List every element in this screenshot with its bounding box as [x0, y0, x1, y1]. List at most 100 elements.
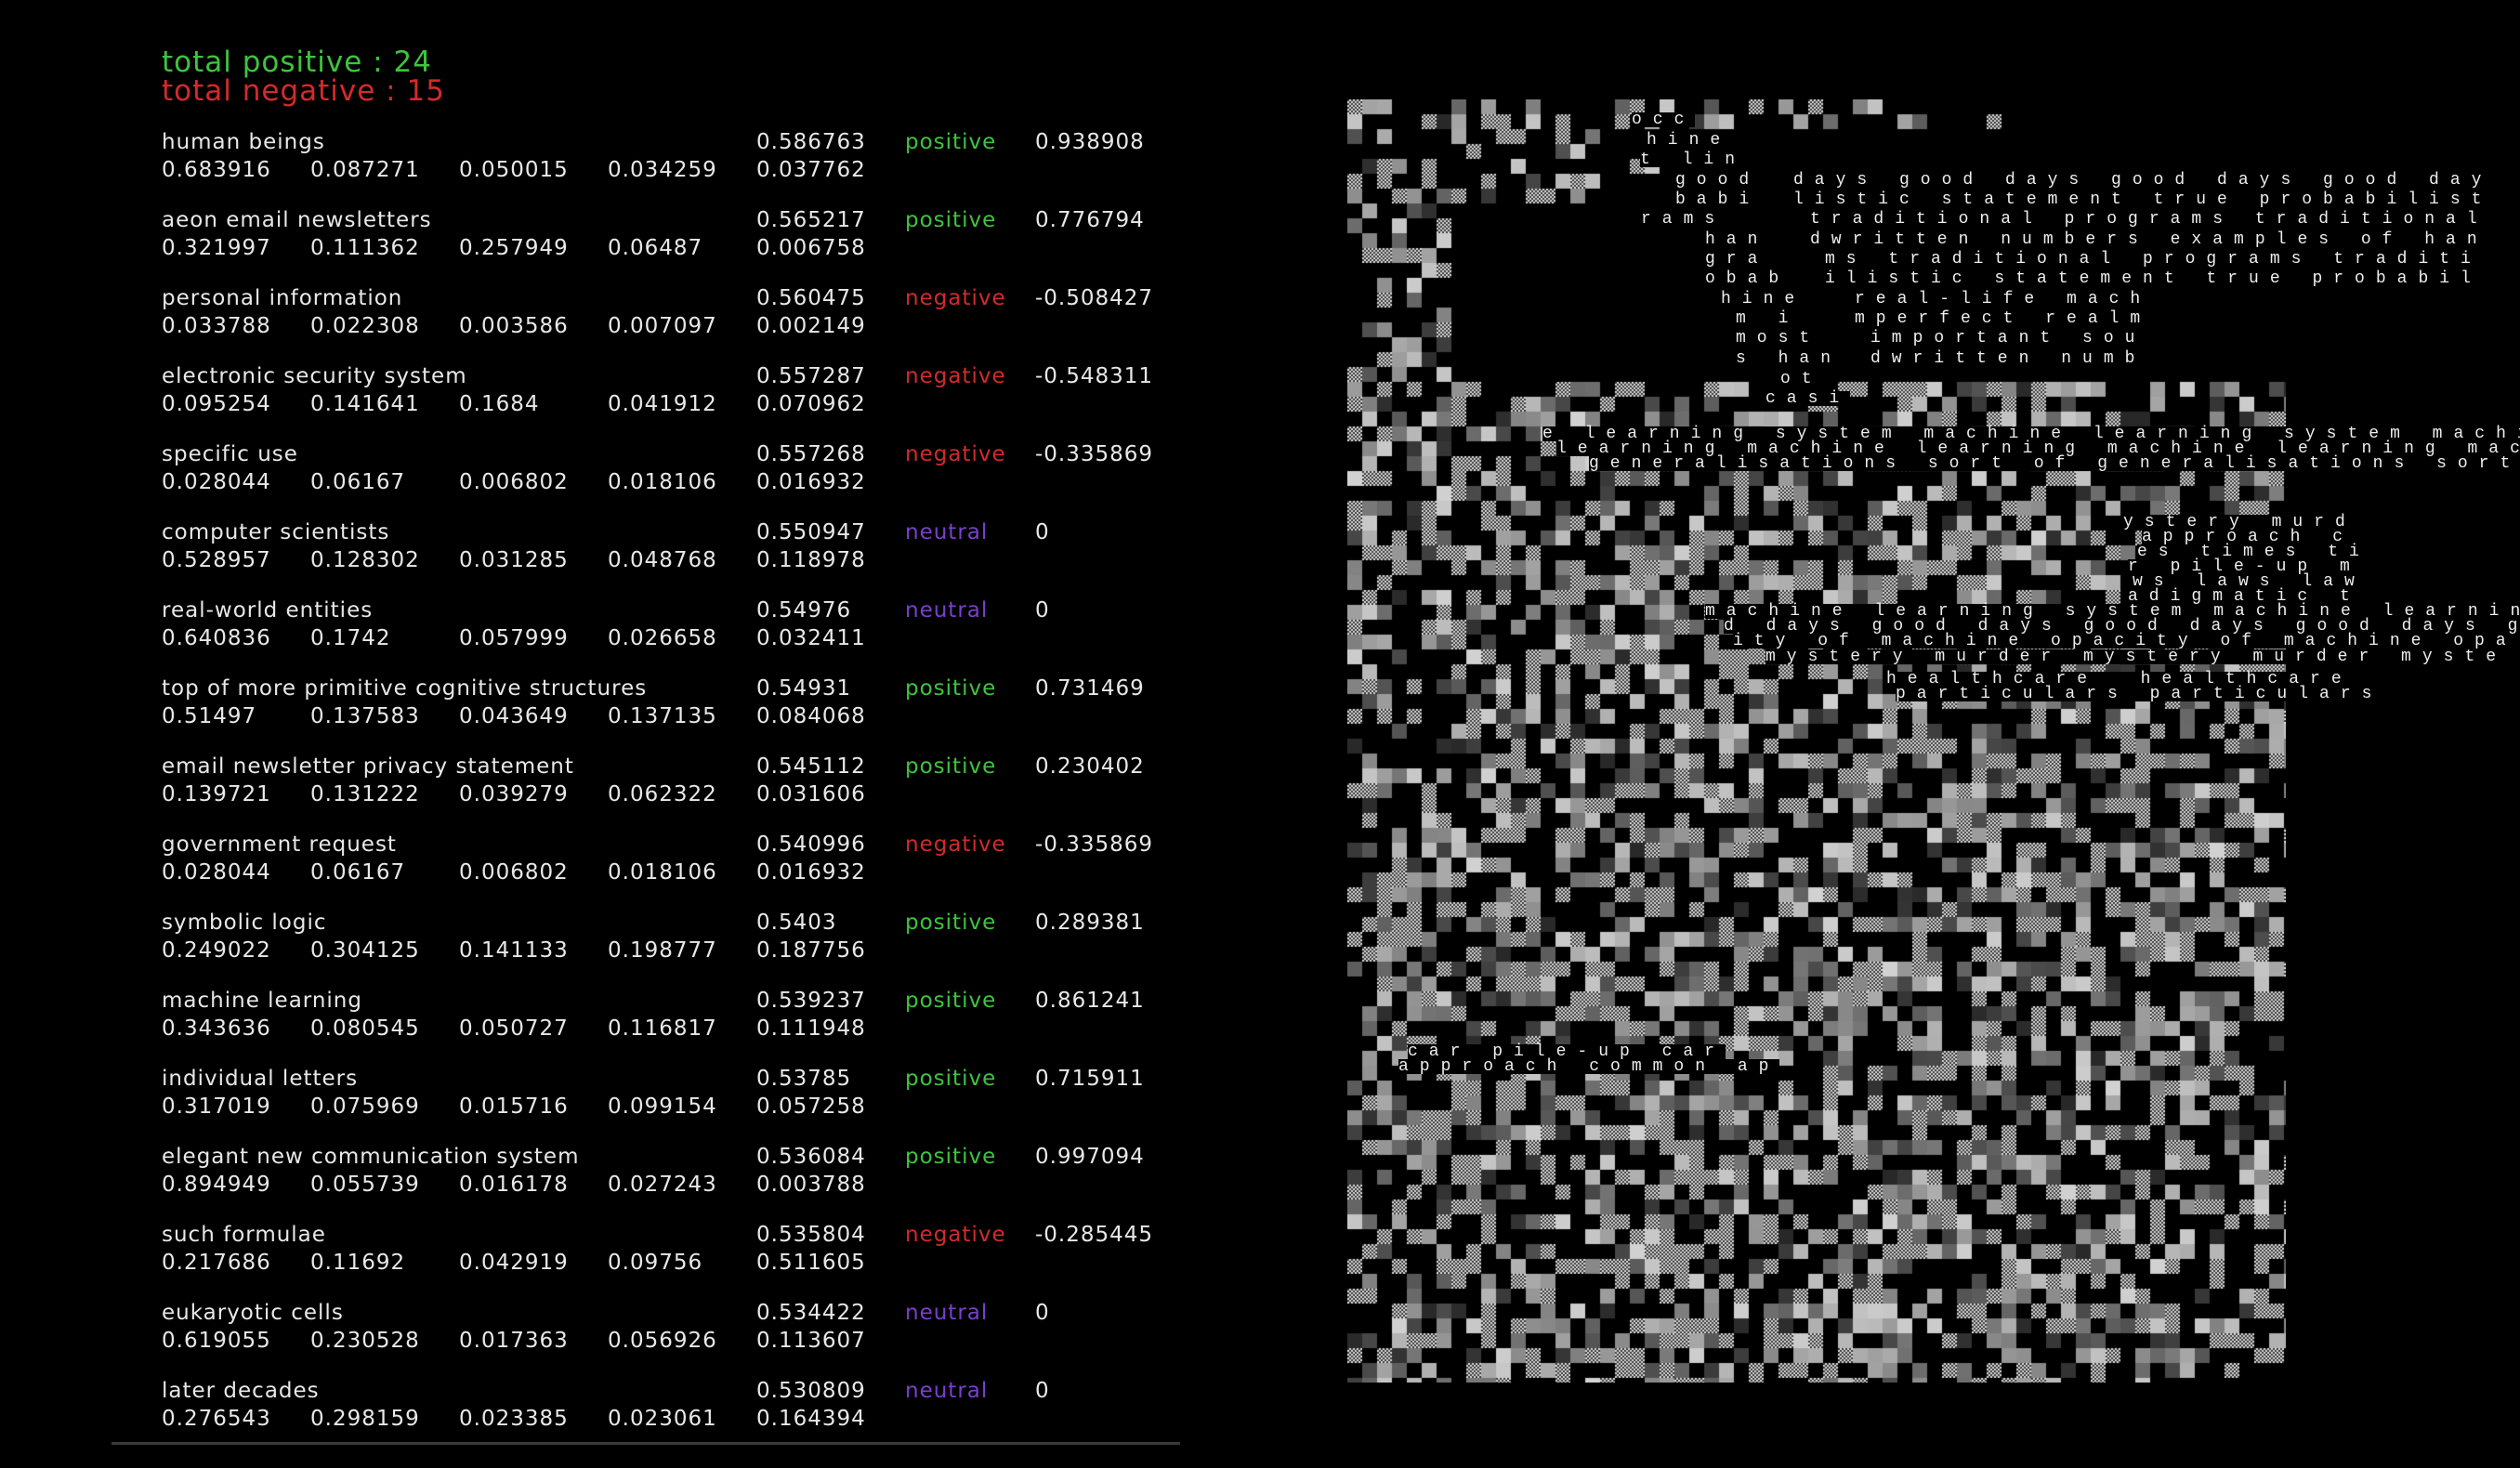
list-item: elegant new communication system 0.53608…	[162, 1143, 1184, 1221]
value: 0.028044	[162, 860, 271, 885]
value: 0.099154	[608, 1094, 717, 1119]
value: 0.018106	[608, 860, 717, 885]
art-text-fragment: obab	[1705, 269, 1791, 288]
term: electronic security system	[162, 364, 467, 388]
value: 0.017363	[459, 1329, 569, 1353]
list-item: electronic security system 0.557287 nega…	[162, 362, 1184, 440]
value: 0.056926	[608, 1329, 717, 1353]
polarity: 0.289381	[1035, 911, 1145, 935]
term: individual letters	[162, 1067, 359, 1091]
polarity: 0.230402	[1035, 754, 1145, 779]
score: 0.535804	[756, 1223, 866, 1247]
value: 0.51497	[162, 704, 257, 728]
value: 0.028044	[162, 470, 271, 494]
value: 0.050015	[459, 158, 569, 182]
list-item: specific use 0.557268 negative -0.335869…	[162, 440, 1184, 518]
art-text-fragment: car pile-up car	[1408, 1042, 1726, 1061]
art-text-fragment: m i	[1736, 309, 1800, 328]
polarity: 0.938908	[1035, 130, 1145, 154]
ascii-art-image: occ hine t lin good days good days good days…	[1347, 99, 2520, 1383]
score: 0.534422	[756, 1301, 866, 1325]
value: 0.249022	[162, 938, 271, 963]
sentiment-label: neutral	[905, 520, 989, 544]
value: 0.187756	[756, 938, 866, 963]
value: 0.141641	[310, 392, 420, 416]
value: 0.116817	[608, 1016, 717, 1041]
value: 0.304125	[310, 938, 420, 963]
value: 0.007097	[608, 314, 717, 338]
value: 0.002149	[756, 314, 866, 338]
value: 0.640836	[162, 626, 271, 650]
value: 0.023061	[608, 1407, 717, 1431]
art-text-fragment: occ	[1632, 111, 1696, 129]
score: 0.540996	[756, 832, 866, 857]
value: 0.037762	[756, 158, 866, 182]
value: 0.198777	[608, 938, 717, 963]
value: 0.095254	[162, 392, 271, 416]
value: 0.528957	[162, 548, 271, 572]
art-text-fragment: learning machine learning machine learni…	[1556, 440, 2520, 457]
list-item: computer scientists 0.550947 neutral 0 0.…	[162, 518, 1184, 596]
total-positive: total positive : 24	[162, 46, 432, 79]
divider	[112, 1442, 1180, 1445]
polarity: 0	[1035, 520, 1050, 544]
score: 0.530809	[756, 1379, 866, 1403]
art-text-fragment: approach c	[2142, 528, 2355, 546]
list-item: machine learning 0.539237 positive 0.861…	[162, 987, 1184, 1065]
art-text-fragment: dwritten numb	[1870, 349, 2146, 368]
polarity: -0.285445	[1035, 1223, 1154, 1247]
value: 0.137135	[608, 704, 717, 728]
list-item: symbolic logic 0.5403 positive 0.289381 0…	[162, 909, 1184, 987]
term: elegant new communication system	[162, 1145, 580, 1169]
term: real-world entities	[162, 598, 374, 623]
value: 0.016932	[756, 470, 866, 494]
value: 0.016178	[459, 1173, 569, 1197]
term: machine learning	[162, 989, 362, 1013]
polarity: 0.861241	[1035, 989, 1145, 1013]
value: 0.016932	[756, 860, 866, 885]
value: 0.06167	[310, 860, 406, 885]
art-text-fragment: adigmatic t	[2128, 587, 2361, 606]
art-text-fragment: ws laws law	[2133, 572, 2366, 591]
sentiment-label: negative	[905, 286, 1006, 310]
sentiment-label: negative	[905, 364, 1006, 388]
art-text-fragment: han	[1705, 230, 1769, 249]
value: 0.217686	[162, 1251, 271, 1275]
art-text-fragment: important sou	[1870, 329, 2146, 347]
value: 0.034259	[608, 158, 717, 182]
value: 0.050727	[459, 1016, 569, 1041]
art-text-fragment: rams	[1641, 210, 1726, 229]
sentiment-label: positive	[905, 989, 997, 1013]
art-text-fragment: machine learning system machine learnin	[1705, 603, 2520, 620]
value: 0.027243	[608, 1173, 717, 1197]
art-text-fragment: s han	[1736, 349, 1843, 368]
list-item: later decades 0.530809 neutral 0 0.276543…	[162, 1377, 1184, 1455]
art-text-fragment: generalisations sort of generalisations …	[1589, 455, 2520, 472]
score: 0.557268	[756, 442, 866, 466]
list-item: personal information 0.560475 negative -…	[162, 284, 1184, 362]
art-text-fragment: gra	[1705, 250, 1769, 269]
value: 0.298159	[310, 1407, 420, 1431]
art-text-fragment: r pile-up m	[2128, 557, 2361, 576]
value: 0.006802	[459, 860, 569, 885]
value: 0.018106	[608, 470, 717, 494]
sentiment-label: positive	[905, 1145, 997, 1169]
value: 0.003788	[756, 1173, 866, 1197]
score: 0.586763	[756, 130, 866, 154]
art-text-fragment: mperfect realm	[1855, 309, 2152, 328]
art-text-fragment: ity of machine opacity of machine opa	[1733, 632, 2517, 650]
art-text-fragment: approach common ap	[1398, 1057, 1780, 1076]
value: 0.09756	[608, 1251, 703, 1275]
value: 0.511605	[756, 1251, 866, 1275]
art-text-fragment: casi	[1765, 389, 1851, 408]
value: 0.164394	[756, 1407, 866, 1431]
score: 0.5403	[756, 911, 837, 935]
value: 0.023385	[459, 1407, 569, 1431]
term: later decades	[162, 1379, 320, 1403]
sentiment-label: negative	[905, 442, 1006, 466]
sentiment-label: positive	[905, 754, 997, 779]
art-text-fragment: good	[1675, 171, 1761, 190]
sentiment-label: neutral	[905, 1379, 989, 1403]
art-text-fragment: ms traditional programs traditi	[1825, 250, 2482, 269]
polarity: 0.776794	[1035, 208, 1145, 232]
